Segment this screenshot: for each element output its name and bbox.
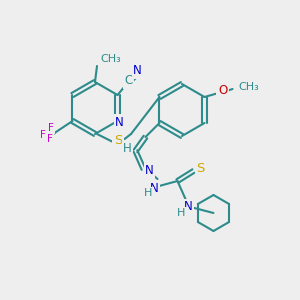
Text: F: F (47, 123, 53, 133)
Text: O: O (218, 85, 227, 98)
Text: N: N (133, 64, 142, 77)
Text: N: N (184, 200, 193, 214)
Text: F: F (40, 130, 45, 140)
Text: N: N (150, 182, 159, 194)
Text: F: F (46, 134, 52, 144)
Text: CH₃: CH₃ (100, 54, 121, 64)
Text: N: N (145, 164, 154, 178)
Text: H: H (177, 208, 186, 218)
Text: C: C (124, 74, 133, 88)
Text: N: N (115, 116, 124, 128)
Text: S: S (114, 134, 122, 148)
Text: H: H (144, 188, 153, 198)
Text: CH₃: CH₃ (238, 82, 259, 92)
Text: S: S (196, 163, 205, 176)
Text: H: H (123, 142, 132, 154)
